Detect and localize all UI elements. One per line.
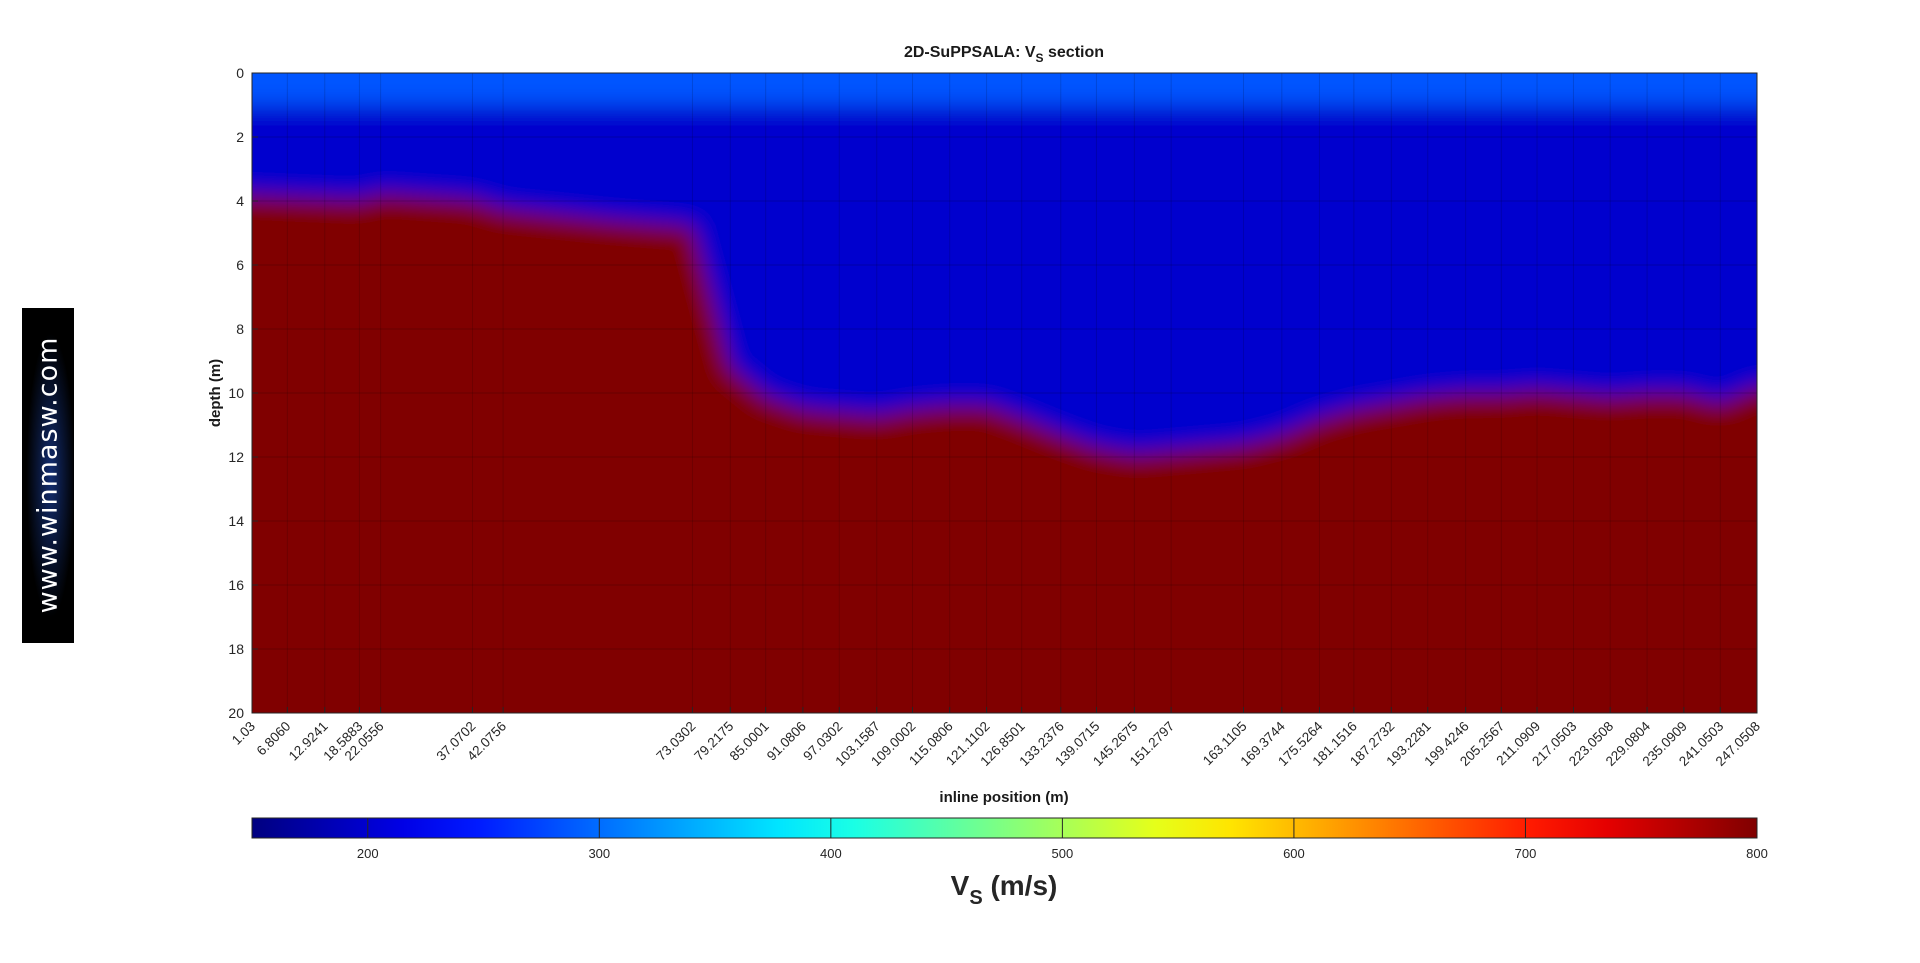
- y-axis-label: depth (m): [207, 359, 224, 427]
- colorbar-tick-label: 600: [1283, 846, 1305, 861]
- y-tick-label: 20: [228, 705, 244, 721]
- colorbar: 200 300 400 500 600 700 800: [251, 817, 1768, 861]
- colorbar-ramp: [251, 817, 1758, 839]
- grid: [252, 73, 1757, 713]
- x-axis-label: inline position (m): [939, 789, 1068, 806]
- x-tick-label: 73.0302: [653, 719, 698, 764]
- colorbar-tick-label: 700: [1515, 846, 1537, 861]
- colorbar-tick-label: 400: [820, 846, 842, 861]
- winmasw-logo: www.winmasw.com: [22, 308, 74, 643]
- chart-title: 2D-SuPPSALA: VS section: [904, 44, 1104, 65]
- y-tick-label: 4: [236, 193, 244, 209]
- colorbar-label: VS (m/s): [951, 870, 1058, 909]
- x-tick-label: 91.0806: [764, 719, 809, 764]
- y-tick-label: 2: [236, 129, 244, 145]
- y-axis: 0 2 4 6 8 10 12 14 16 18 20: [228, 65, 258, 721]
- y-tick-label: 0: [236, 65, 244, 81]
- y-tick-label: 14: [228, 513, 244, 529]
- colorbar-tick-label: 800: [1746, 846, 1768, 861]
- colorbar-tick-label: 200: [357, 846, 379, 861]
- plot-area: [252, 73, 1757, 713]
- y-tick-label: 12: [228, 449, 244, 465]
- layer-bedrock: [252, 193, 1757, 713]
- x-tick-label: 85.0001: [727, 719, 772, 764]
- vs-heatmap: [252, 73, 1757, 713]
- colorbar-ticks: 200 300 400 500 600 700 800: [357, 818, 1768, 861]
- layer-top: [252, 73, 1757, 105]
- y-tick-label: 10: [228, 385, 244, 401]
- y-tick-label: 6: [236, 257, 244, 273]
- y-tick-label: 8: [236, 321, 244, 337]
- x-tick-label: 1.03: [229, 719, 258, 748]
- logo-glow: [22, 308, 74, 643]
- colorbar-tick-label: 500: [1052, 846, 1074, 861]
- y-tick-label: 16: [228, 577, 244, 593]
- y-tick-label: 18: [228, 641, 244, 657]
- colorbar-tick-label: 300: [588, 846, 610, 861]
